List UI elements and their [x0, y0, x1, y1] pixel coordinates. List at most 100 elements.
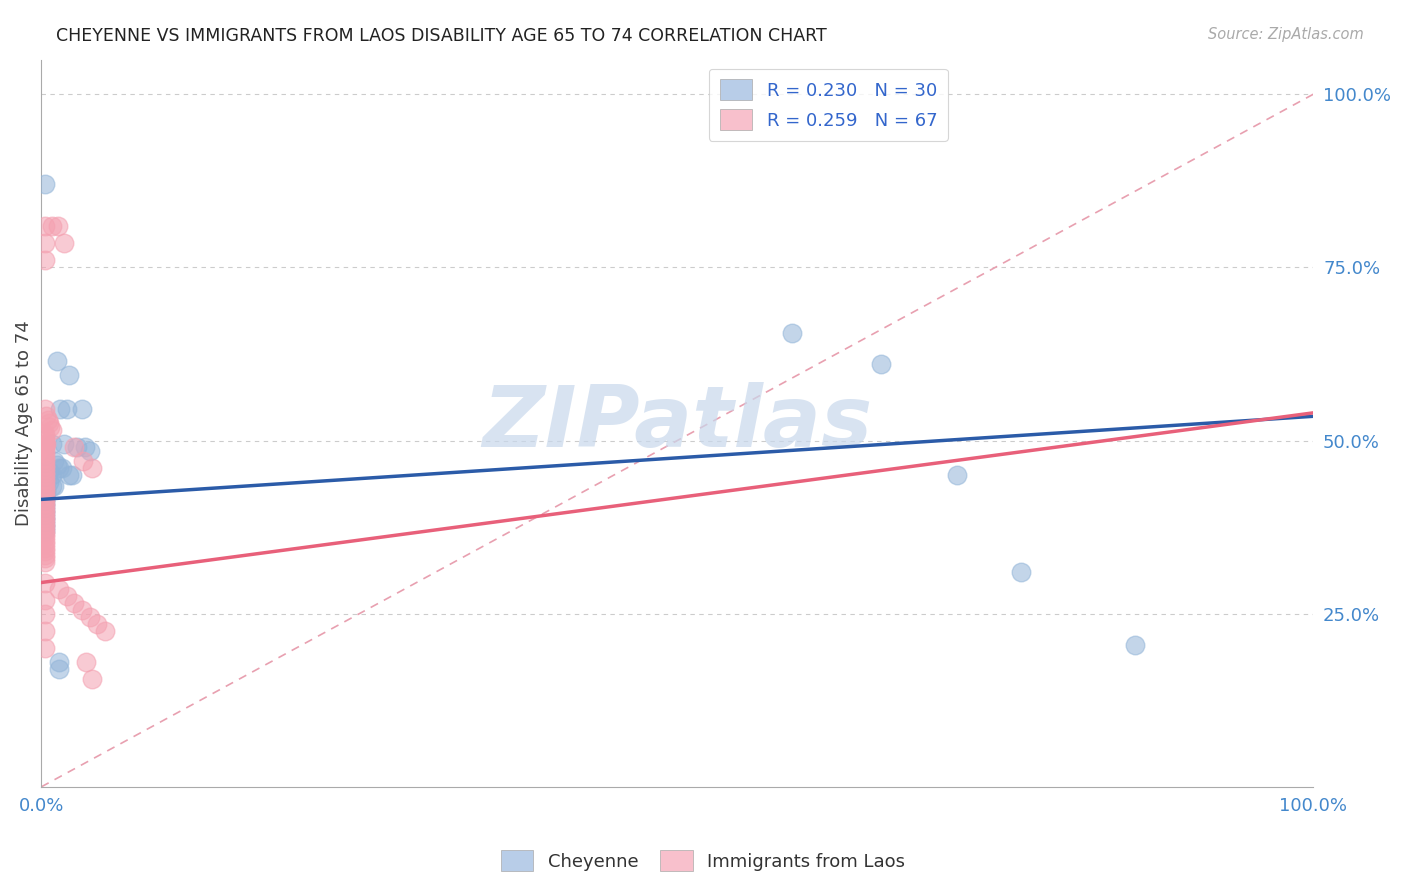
- Text: ZIPatlas: ZIPatlas: [482, 382, 873, 465]
- Point: [70, 402, 93, 417]
- Point: [39, 419, 62, 434]
- Point: [79, 610, 101, 624]
- Point: [34, 236, 56, 251]
- Point: [34, 447, 56, 461]
- Point: [34, 253, 56, 268]
- Point: [34, 489, 56, 503]
- Point: [34, 492, 56, 507]
- Point: [48, 662, 70, 676]
- Point: [34, 509, 56, 524]
- Point: [869, 357, 891, 371]
- Point: [45, 354, 67, 368]
- Point: [48, 461, 70, 475]
- Point: [34, 524, 56, 538]
- Point: [55, 590, 77, 604]
- Point: [38, 416, 60, 430]
- Point: [780, 326, 803, 341]
- Point: [34, 441, 56, 455]
- Point: [34, 485, 56, 500]
- Y-axis label: Disability Age 65 to 74: Disability Age 65 to 74: [15, 320, 32, 526]
- Point: [35, 437, 58, 451]
- Point: [34, 509, 56, 524]
- Point: [58, 368, 80, 382]
- Point: [34, 513, 56, 527]
- Point: [34, 454, 56, 468]
- Point: [35, 485, 58, 500]
- Point: [58, 468, 80, 483]
- Point: [66, 441, 89, 455]
- Point: [34, 516, 56, 531]
- Point: [48, 582, 70, 597]
- Point: [34, 527, 56, 541]
- Text: Source: ZipAtlas.com: Source: ZipAtlas.com: [1208, 27, 1364, 42]
- Point: [35, 482, 58, 496]
- Point: [53, 437, 76, 451]
- Point: [42, 478, 65, 492]
- Point: [34, 492, 56, 507]
- Point: [34, 506, 56, 520]
- Point: [70, 603, 93, 617]
- Point: [34, 461, 56, 475]
- Point: [1010, 565, 1032, 579]
- Point: [34, 426, 56, 441]
- Point: [86, 617, 108, 632]
- Point: [34, 482, 56, 496]
- Point: [48, 655, 70, 669]
- Point: [34, 503, 56, 517]
- Point: [46, 219, 69, 233]
- Legend: Cheyenne, Immigrants from Laos: Cheyenne, Immigrants from Laos: [494, 843, 912, 879]
- Point: [34, 472, 56, 486]
- Text: CHEYENNE VS IMMIGRANTS FROM LAOS DISABILITY AGE 65 TO 74 CORRELATION CHART: CHEYENNE VS IMMIGRANTS FROM LAOS DISABIL…: [56, 27, 827, 45]
- Point: [41, 437, 63, 451]
- Point: [34, 475, 56, 489]
- Point: [34, 503, 56, 517]
- Point: [38, 475, 60, 489]
- Point: [38, 465, 60, 479]
- Point: [34, 555, 56, 569]
- Point: [34, 468, 56, 483]
- Point: [53, 236, 76, 251]
- Point: [1123, 638, 1146, 652]
- Point: [75, 655, 97, 669]
- Point: [34, 496, 56, 510]
- Point: [34, 544, 56, 558]
- Point: [63, 596, 86, 610]
- Point: [34, 434, 56, 448]
- Point: [37, 413, 59, 427]
- Point: [35, 475, 58, 489]
- Point: [41, 478, 63, 492]
- Point: [42, 454, 65, 468]
- Point: [34, 531, 56, 545]
- Point: [41, 468, 63, 483]
- Point: [34, 513, 56, 527]
- Point: [34, 500, 56, 514]
- Point: [35, 409, 58, 424]
- Point: [34, 607, 56, 621]
- Legend: R = 0.230   N = 30, R = 0.259   N = 67: R = 0.230 N = 30, R = 0.259 N = 67: [709, 69, 948, 141]
- Point: [51, 461, 73, 475]
- Point: [34, 592, 56, 607]
- Point: [34, 575, 56, 590]
- Point: [34, 496, 56, 510]
- Point: [34, 520, 56, 534]
- Point: [82, 461, 104, 475]
- Point: [73, 441, 96, 455]
- Point: [55, 402, 77, 417]
- Point: [49, 402, 72, 417]
- Point: [45, 458, 67, 472]
- Point: [34, 492, 56, 507]
- Point: [34, 641, 56, 656]
- Point: [34, 450, 56, 465]
- Point: [34, 402, 56, 417]
- Point: [946, 468, 969, 483]
- Point: [34, 520, 56, 534]
- Point: [82, 673, 104, 687]
- Point: [94, 624, 117, 638]
- Point: [34, 500, 56, 514]
- Point: [34, 444, 56, 458]
- Point: [34, 516, 56, 531]
- Point: [34, 624, 56, 638]
- Point: [34, 219, 56, 233]
- Point: [35, 465, 58, 479]
- Point: [34, 489, 56, 503]
